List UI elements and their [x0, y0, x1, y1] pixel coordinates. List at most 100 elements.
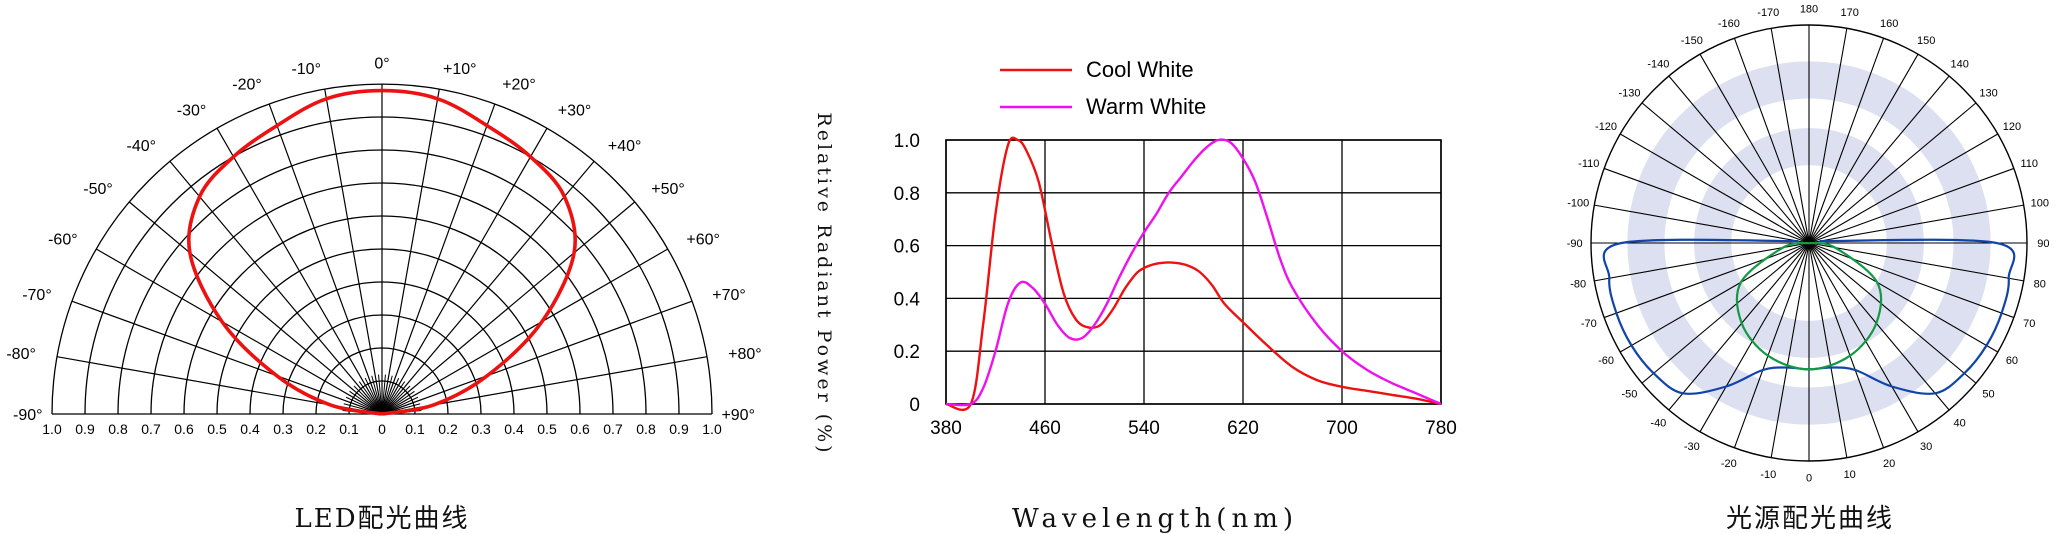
left-polar-chart: -90° -80° -70° -60° -50° -40° -30° -20° -10° 0° +1…	[6, 56, 761, 437]
angle-tick-label: 60	[2006, 355, 2018, 367]
radial-tick-label: 0.6	[174, 421, 194, 437]
angle-tick-label: -80	[1570, 279, 1586, 291]
x-tick-label: 460	[1029, 418, 1061, 439]
radial-tick-label: 0.1	[339, 421, 359, 437]
polar-spoke	[1808, 167, 2015, 244]
angle-tick-label: -60	[1598, 355, 1614, 367]
polar-spoke-minor	[381, 385, 411, 415]
angle-tick-label: 40	[1954, 418, 1966, 430]
angle-tick-label: 90	[2037, 238, 2049, 250]
radial-tick-label: 0.2	[438, 421, 458, 437]
angle-tick-label: 10	[1844, 469, 1856, 481]
polar-spoke	[1668, 75, 1810, 244]
angle-tick-label: -150	[1681, 35, 1703, 47]
angle-tick-label: -170	[1757, 7, 1779, 19]
x-tick-label: 380	[930, 418, 962, 439]
spectrum-chart: 380 460 540 620 700 780 0 0.2 0.4 0.6 0.8 1.0 Relati…	[813, 57, 1457, 456]
polar-spoke	[128, 201, 383, 415]
radial-tick-label: 0.4	[240, 421, 260, 437]
angle-tick-label: -50	[1622, 389, 1638, 401]
angle-tick-label: 30	[1920, 441, 1932, 453]
polar-spoke	[1808, 242, 2015, 319]
polar-spoke	[1641, 102, 1810, 244]
radial-tick-label: 1.0	[702, 421, 722, 437]
y-tick-label: 0.2	[894, 342, 920, 363]
angle-tick-label: 170	[1841, 7, 1859, 19]
polar-spoke	[1808, 242, 1950, 411]
radial-tick-label: 0.4	[504, 421, 524, 437]
angle-tick-label: -20°	[232, 77, 262, 94]
x-tick-label: 700	[1326, 418, 1358, 439]
radial-tick-label: 0.7	[141, 421, 161, 437]
polar-spoke	[1603, 242, 1810, 319]
polar-spoke	[381, 248, 669, 415]
polar-spoke-minor	[349, 390, 383, 415]
angle-tick-label: -80°	[6, 346, 36, 363]
radial-tick-label: 0.3	[471, 421, 491, 437]
radial-tick-label: 0.1	[405, 421, 425, 437]
legend-label: Warm White	[1086, 94, 1206, 119]
polar-spoke	[1699, 242, 1810, 433]
y-tick-label: 0.6	[894, 237, 920, 258]
angle-tick-label: -40°	[127, 138, 157, 155]
distribution-curve	[1735, 241, 1883, 371]
polar-spoke	[1808, 28, 1848, 244]
radial-tick-label: 0	[378, 421, 386, 437]
series-line	[945, 138, 1442, 407]
angle-tick-label: 150	[1917, 35, 1935, 47]
polar-spoke	[1808, 242, 2024, 282]
angle-tick-label: 160	[1880, 18, 1898, 30]
polar-spoke	[95, 248, 383, 415]
left-chart-caption: LED配光曲线	[294, 504, 469, 534]
angle-tick-label: 140	[1950, 58, 1968, 70]
angle-tick-label: +30°	[558, 103, 592, 120]
polar-spoke	[1808, 37, 1885, 244]
polar-spoke	[71, 300, 383, 415]
y-axis-label: Relative Radiant Power (%)	[813, 112, 835, 455]
angle-tick-label: -70°	[22, 287, 52, 304]
polar-spoke-minor	[364, 377, 383, 415]
angle-tick-label: 130	[1979, 87, 1997, 99]
angle-tick-label: +70°	[712, 287, 746, 304]
angle-tick-label: +20°	[502, 77, 536, 94]
angle-tick-label: 110	[2020, 158, 2038, 170]
legend-label: Cool White	[1086, 57, 1194, 82]
polar-spoke	[1808, 204, 2024, 244]
radial-tick-label: 0.9	[669, 421, 689, 437]
angle-tick-label: -30°	[177, 103, 207, 120]
polar-spoke	[1808, 242, 1919, 433]
radial-tick-label: 0.5	[537, 421, 557, 437]
angle-tick-label: -70	[1581, 318, 1597, 330]
polar-spoke	[381, 160, 595, 415]
x-tick-label: 620	[1227, 418, 1259, 439]
polar-spoke-minor	[358, 381, 383, 415]
angle-tick-label: -10	[1760, 469, 1776, 481]
x-tick-label: 540	[1128, 418, 1160, 439]
polar-spoke	[1808, 75, 1950, 244]
angle-tick-label: -60°	[48, 231, 78, 248]
angle-tick-label: +60°	[686, 231, 720, 248]
radial-tick-label: 0.5	[207, 421, 227, 437]
angle-tick-label: -20	[1721, 458, 1737, 470]
polar-spoke	[1733, 242, 1810, 449]
angle-tick-label: 50	[1982, 389, 1994, 401]
plot-frame	[945, 139, 1442, 405]
angle-tick-label: 100	[2031, 197, 2049, 209]
polar-spoke-minor	[381, 390, 415, 415]
polar-spoke	[169, 160, 383, 415]
polar-spoke	[1594, 204, 1810, 244]
angle-tick-label: 70	[2023, 318, 2035, 330]
polar-spoke-minor	[381, 377, 400, 415]
angle-tick-label: -90°	[13, 407, 43, 424]
angle-tick-label: -90	[1567, 238, 1583, 250]
angle-tick-label: -130	[1618, 87, 1640, 99]
polar-spoke	[1603, 167, 1810, 244]
polar-spoke	[381, 127, 548, 415]
angle-tick-label: 180	[1800, 4, 1818, 16]
angle-tick-label: 0°	[374, 56, 389, 73]
polar-spoke-minor	[345, 396, 383, 415]
polar-spoke	[268, 103, 383, 415]
angle-tick-label: -100	[1567, 197, 1589, 209]
polar-spoke-minor	[381, 375, 393, 415]
polar-spoke	[381, 103, 496, 415]
